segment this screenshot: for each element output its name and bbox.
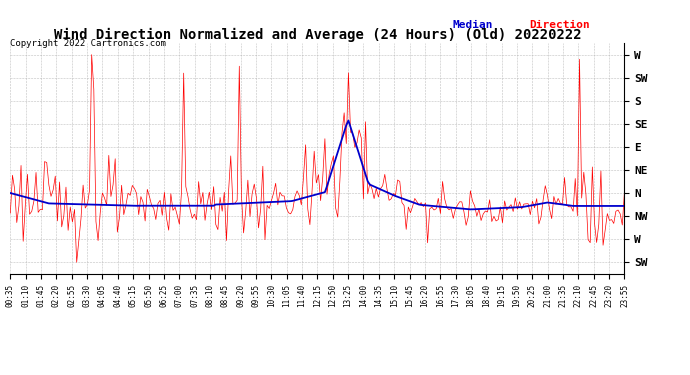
Text: Copyright 2022 Cartronics.com: Copyright 2022 Cartronics.com — [10, 39, 166, 48]
Text: Median: Median — [453, 21, 493, 30]
Text: Direction: Direction — [529, 21, 590, 30]
Title: Wind Direction Normalized and Average (24 Hours) (Old) 20220222: Wind Direction Normalized and Average (2… — [54, 28, 581, 42]
